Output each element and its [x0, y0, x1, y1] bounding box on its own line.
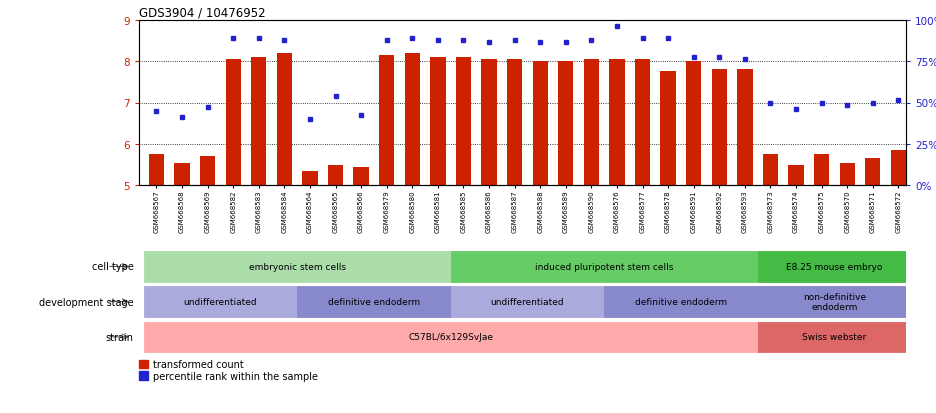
Bar — [200, 157, 215, 186]
Bar — [251, 58, 267, 186]
Bar — [143, 252, 450, 282]
Bar — [891, 151, 906, 186]
Bar — [507, 60, 522, 186]
Bar — [840, 163, 855, 186]
Text: non-definitive
endoderm: non-definitive endoderm — [803, 292, 866, 311]
Bar — [379, 56, 394, 186]
Bar — [609, 60, 624, 186]
Bar — [297, 287, 450, 317]
Bar — [302, 171, 317, 186]
Text: E8.25 mouse embryo: E8.25 mouse embryo — [786, 262, 883, 271]
Text: GDS3904 / 10476952: GDS3904 / 10476952 — [139, 7, 265, 19]
Bar — [226, 60, 241, 186]
Bar — [431, 58, 446, 186]
Bar — [757, 287, 911, 317]
Bar — [788, 165, 804, 186]
Bar — [277, 54, 292, 186]
Bar — [450, 287, 604, 317]
Bar — [143, 287, 297, 317]
Text: induced pluripotent stem cells: induced pluripotent stem cells — [535, 262, 673, 271]
Bar — [354, 167, 369, 186]
Text: cell type: cell type — [92, 262, 134, 272]
Bar — [558, 62, 574, 186]
Bar — [481, 60, 497, 186]
Text: C57BL/6x129SvJae: C57BL/6x129SvJae — [408, 332, 493, 342]
Bar — [404, 54, 420, 186]
Bar — [757, 252, 911, 282]
Bar — [584, 60, 599, 186]
Bar — [604, 287, 757, 317]
Bar — [686, 62, 701, 186]
Text: definitive endoderm: definitive endoderm — [328, 297, 420, 306]
Bar — [865, 159, 881, 186]
Text: undifferentiated: undifferentiated — [490, 297, 564, 306]
Bar — [711, 70, 727, 186]
Text: transformed count: transformed count — [153, 359, 243, 369]
Bar — [814, 155, 829, 186]
Bar — [328, 165, 344, 186]
Text: strain: strain — [106, 332, 134, 342]
Bar — [143, 322, 757, 352]
Bar — [738, 70, 753, 186]
Bar — [533, 62, 548, 186]
Bar — [174, 163, 190, 186]
Bar — [635, 60, 651, 186]
Bar — [149, 155, 164, 186]
Text: undifferentiated: undifferentiated — [183, 297, 257, 306]
Bar — [757, 322, 911, 352]
Text: Swiss webster: Swiss webster — [802, 332, 867, 342]
Text: development stage: development stage — [39, 297, 134, 307]
Text: percentile rank within the sample: percentile rank within the sample — [153, 370, 317, 381]
Text: definitive endoderm: definitive endoderm — [635, 297, 727, 306]
Bar — [661, 72, 676, 186]
Bar — [450, 252, 757, 282]
Text: embryonic stem cells: embryonic stem cells — [249, 262, 345, 271]
Bar — [456, 58, 471, 186]
Bar — [763, 155, 778, 186]
